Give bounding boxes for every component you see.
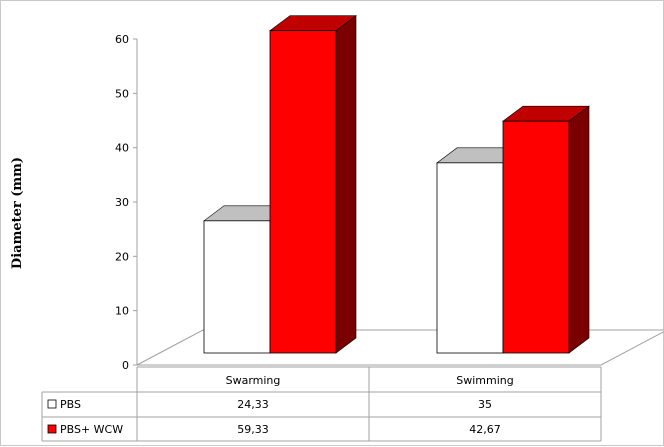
y-tick-label: 60 (115, 33, 129, 46)
bar (502, 120, 570, 354)
data-value-label: 35 (478, 398, 492, 411)
data-value-label: 24,33 (237, 398, 269, 411)
legend-swatch (47, 424, 57, 434)
bar (436, 162, 504, 354)
y-tick-label: 40 (115, 142, 129, 155)
legend-label: PBS (60, 398, 81, 411)
y-tick-label: 0 (122, 359, 129, 372)
bar-side-face (335, 15, 357, 354)
legend-label: PBS+ WCW (60, 423, 123, 436)
data-value-label: 59,33 (237, 423, 269, 436)
legend-swatch (47, 399, 57, 409)
y-tick-label: 50 (115, 87, 129, 100)
bar (269, 30, 337, 354)
bar (203, 220, 271, 354)
y-tick-label: 10 (115, 305, 129, 318)
bar-side-face (568, 105, 590, 354)
x-category-label: Swimming (456, 374, 513, 387)
data-value-label: 42,67 (469, 423, 501, 436)
y-tick-label: 30 (115, 196, 129, 209)
y-axis-title: Diameter (mm) (10, 157, 25, 269)
y-tick-label: 20 (115, 250, 129, 263)
x-category-label: Swarming (226, 374, 281, 387)
